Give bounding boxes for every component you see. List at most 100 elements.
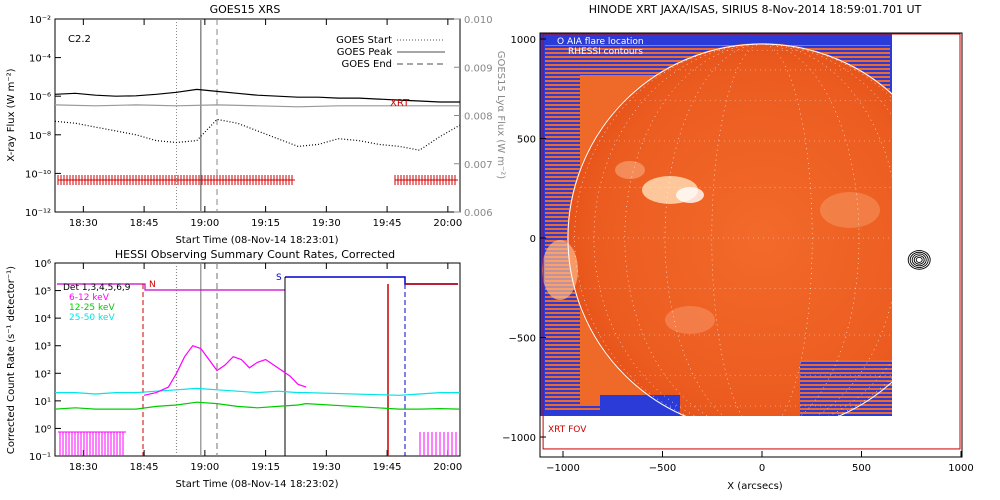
hessi-panel: HESSI Observing Summary Count Rates, Cor… [6, 248, 462, 490]
limb-brightening-east [542, 240, 578, 300]
goes-plot-frame [54, 18, 461, 213]
y-tick-label: 10³ [34, 342, 51, 353]
x-tick-label: 19:00 [190, 462, 219, 473]
x-tick-label: 19:30 [312, 218, 341, 229]
legend-label: Det 1,3,4,5,6,9 [63, 283, 131, 293]
legend-label: 12-25 keV [69, 303, 115, 313]
xrt-image [540, 33, 892, 416]
y-tick-label: 10⁴ [34, 314, 51, 325]
xrt-title: HINODE XRT JAXA/ISAS, SIRIUS 8-Nov-2014 … [589, 3, 922, 16]
lya-flux-line [54, 104, 460, 108]
xrt-axes: −1000 −500 0 500 1000 −1000 −500 0 500 1000 [502, 32, 974, 474]
rhessi-contour [911, 253, 927, 267]
image-striped-southwest [800, 360, 892, 416]
map-x-tick-label: 0 [759, 463, 765, 474]
solar-disk-fill [567, 43, 892, 416]
y-tick-label: 10⁻¹ [29, 452, 51, 463]
goes-series [54, 19, 461, 212]
legend-label: 6-12 keV [69, 293, 110, 303]
xrt-panel: HINODE XRT JAXA/ISAS, SIRIUS 8-Nov-2014 … [502, 3, 974, 492]
goes-xlabel: Start Time (08-Nov-14 18:23:01) [175, 235, 338, 246]
short-channel-flux-line [54, 118, 461, 151]
y2-tick-label: 0.010 [464, 15, 493, 26]
xrt-xlabel: X (arcsecs) [727, 481, 783, 492]
attenuator-state-line [57, 283, 285, 291]
goes-panel: GOES15 XRS 18:30 18:45 19:00 19:15 19:30 19:4… [6, 3, 506, 246]
band-12-25-line [54, 401, 461, 410]
x-tick-label: 19:45 [373, 218, 402, 229]
y-tick-label: 10⁶ [34, 259, 51, 270]
x-tick-label: 20:00 [433, 218, 462, 229]
y-tick-label: 10¹ [34, 397, 51, 408]
x-tick-label: 19:30 [312, 462, 341, 473]
y-tick-label: 10⁰ [34, 424, 51, 435]
rhessi-contour [913, 255, 925, 265]
map-x-tick-label: 1000 [948, 463, 973, 474]
active-region-core [676, 187, 704, 203]
hessi-title: HESSI Observing Summary Count Rates, Cor… [115, 248, 395, 261]
hessi-plot-frame [54, 262, 461, 457]
map-y-tick-label: −1000 [502, 433, 536, 444]
active-region-small [615, 161, 645, 179]
goes-ylabel: X-ray Flux (W m⁻²) [6, 68, 17, 161]
map-y-tick-label: 500 [517, 135, 536, 146]
rhessi-contour [915, 256, 923, 263]
saa-state-line [285, 276, 458, 285]
x-tick-label: 18:45 [130, 462, 159, 473]
map-x-tick-label: 500 [852, 463, 871, 474]
hessi-ylabel: Corrected Count Rate (s⁻¹ detector⁻¹) [6, 266, 17, 454]
rhessi-legend-label: RHESSI contours [568, 47, 643, 57]
y2-tick-label: 0.008 [464, 112, 493, 123]
longitude-grid-line [664, 43, 860, 416]
y-tick-label: 10⁻⁸ [29, 131, 51, 142]
goes-title: GOES15 XRS [210, 3, 281, 16]
map-y-tick-label: 1000 [511, 35, 536, 46]
saa-flag: S [276, 273, 282, 283]
x-tick-label: 19:00 [190, 218, 219, 229]
legend-label: GOES Start [336, 35, 392, 46]
goes-class-label: C2.2 [68, 34, 91, 45]
x-tick-label: 19:15 [251, 218, 280, 229]
hessi-axes: 18:30 18:45 19:00 19:15 19:30 19:45 20:00 10⁻¹ 1… [29, 259, 462, 473]
xrt-fov-box [542, 33, 961, 450]
y-tick-label: 10² [34, 369, 51, 380]
aia-legend-label: O AIA flare location [557, 37, 644, 47]
y-tick-label: 10⁻¹⁰ [25, 169, 51, 180]
y-tick-label: 10⁻² [29, 15, 51, 26]
y2-tick-label: 0.007 [464, 160, 493, 171]
x-tick-label: 18:45 [130, 218, 159, 229]
map-y-tick-label: 0 [530, 234, 536, 245]
map-y-tick-label: −500 [509, 334, 536, 345]
x-tick-label: 19:15 [251, 462, 280, 473]
image-gap-south [600, 395, 680, 415]
legend-label: GOES Peak [337, 47, 392, 58]
map-x-tick-label: −1000 [546, 463, 580, 474]
solar-limb [567, 43, 957, 433]
goes-axes: 18:30 18:45 19:00 19:15 19:30 19:45 20:00 10⁻¹²… [25, 15, 493, 229]
active-region-west [820, 192, 880, 228]
x-tick-label: 20:00 [433, 462, 462, 473]
y-tick-label: 10⁻⁴ [29, 54, 51, 65]
y-tick-label: 10⁻⁶ [29, 92, 51, 103]
map-frame [539, 32, 963, 458]
band-25-50-line [55, 387, 460, 396]
legend-label: 25-50 keV [69, 313, 115, 323]
y2-tick-label: 0.006 [464, 208, 493, 219]
xrt-fov-label: XRT FOV [548, 425, 587, 435]
rhessi-contour [907, 250, 931, 270]
hessi-series: NS [54, 263, 461, 456]
active-region-south [665, 306, 715, 334]
x-tick-label: 18:30 [69, 462, 98, 473]
rhessi-contour [909, 251, 929, 268]
y2-tick-label: 0.009 [464, 63, 493, 74]
xrt-marker-label: XRT [390, 98, 410, 109]
y-tick-label: 10⁻¹² [25, 208, 51, 219]
map-x-tick-label: −500 [649, 463, 676, 474]
x-tick-label: 18:30 [69, 218, 98, 229]
band-6-12-line [143, 344, 307, 396]
longitude-grid-line [711, 43, 813, 416]
long-channel-flux-line [54, 88, 460, 103]
